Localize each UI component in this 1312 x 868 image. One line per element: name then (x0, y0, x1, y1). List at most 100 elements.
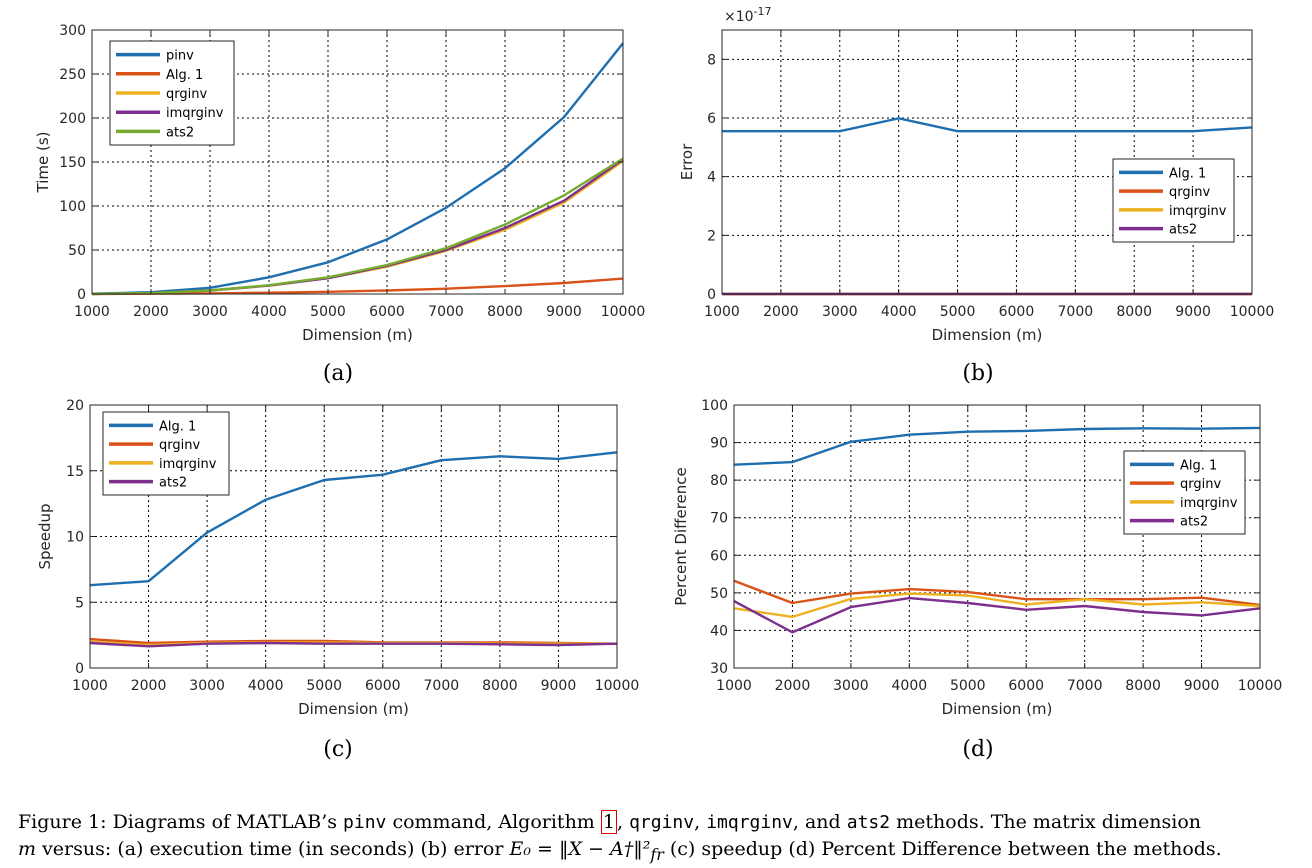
caption-text: Diagrams of MATLAB’s (112, 811, 337, 833)
variable-m: m (18, 838, 37, 860)
caption-text: command, Algorithm (392, 811, 595, 833)
x-tick-label: 10000 (1230, 304, 1275, 320)
caption-line-1: Figure 1: Diagrams of MATLAB’s pinv comm… (18, 810, 1202, 834)
x-tick-label: 1000 (704, 304, 740, 320)
chart-panel-a: 1000 2000 3000 4000 5000 6000 7000 8000 9000 1000… (34, 23, 645, 386)
legend-entry: imqrginv (1180, 496, 1238, 511)
x-tick-label: 2000 (133, 304, 169, 320)
x-tick-label: 7000 (1067, 678, 1103, 694)
caption-line-2: m versus: (a) execution time (in seconds… (18, 836, 1308, 868)
y-tick-label: 250 (59, 67, 86, 83)
y-axis-label: Time (s) (34, 132, 52, 194)
caption-text: versus: (a) execution time (in seconds) … (42, 838, 504, 860)
legend-entry: Alg. 1 (166, 68, 203, 83)
y-tick-label: 60 (710, 548, 728, 564)
x-tick-label: 9000 (1184, 678, 1220, 694)
x-tick-label: 5000 (950, 678, 986, 694)
caption-text: , and (792, 811, 841, 833)
x-tick-label: 6000 (999, 304, 1035, 320)
code-qrginv: qrginv (629, 812, 695, 833)
y-tick-label: 20 (66, 398, 84, 414)
x-tick-label: 10000 (595, 678, 640, 694)
y-tick-label: 80 (710, 473, 728, 489)
code-pinv: pinv (343, 812, 387, 833)
legend-entry: imqrginv (166, 106, 224, 121)
x-tick-label: 4000 (892, 678, 928, 694)
series-line-pinv (91, 42, 624, 295)
x-tick-label: 8000 (482, 678, 518, 694)
axes-box (721, 29, 1253, 295)
axes-box (733, 404, 1261, 669)
chart-legend: pinv Alg. 1 qrginv imqrginv ats2 (109, 40, 235, 146)
chart-legend: Alg. 1 qrginv imqrginv ats2 (102, 411, 230, 496)
y-tick-label: 0 (707, 287, 716, 303)
series-line-ats2 (89, 641, 618, 648)
chart-legend: Alg. 1 qrginv imqrginv ats2 (1112, 158, 1235, 243)
y-tick-label: 50 (68, 243, 86, 259)
y-axis-label: Speedup (36, 503, 54, 569)
series-line-ats2 (91, 157, 624, 296)
legend-entry: qrginv (159, 438, 200, 453)
caption-text: (c) speedup (d) Percent Difference betwe… (669, 838, 1222, 860)
y-tick-label: 10 (66, 530, 84, 546)
series-line-alg-1 (733, 426, 1261, 466)
y-tick-label: 8 (707, 52, 716, 68)
x-tick-label: 3000 (192, 304, 228, 320)
x-tick-label: 4000 (251, 304, 287, 320)
series-line-ats2 (733, 596, 1261, 634)
plot-area (734, 405, 1260, 668)
x-tick-label: 2000 (131, 678, 167, 694)
x-tick-label: 9000 (541, 678, 577, 694)
code-imqrginv: imqrginv (706, 812, 793, 833)
legend-entry: ats2 (166, 125, 194, 140)
series-line-alg-1 (89, 451, 618, 587)
x-tick-label: 3000 (833, 678, 869, 694)
x-tick-label: 10000 (601, 304, 646, 320)
formula-subscript: fr (650, 844, 664, 864)
code-ats2: ats2 (846, 812, 891, 833)
legend-entry: ats2 (1180, 515, 1208, 530)
legend-entry: ats2 (1169, 223, 1197, 238)
x-tick-label: 4000 (881, 304, 917, 320)
algorithm-reference-link[interactable]: 1 (600, 810, 617, 834)
subfigure-label: (d) (962, 737, 993, 762)
y-tick-label: 15 (66, 464, 84, 480)
chart-panel-c: 1000 2000 3000 4000 5000 6000 7000 8000 9000 1000… (36, 398, 639, 762)
chart-panel-b: 1000 2000 3000 4000 5000 6000 7000 8000 9000 1000… (678, 5, 1274, 386)
x-tick-label: 3000 (189, 678, 225, 694)
legend-entry: Alg. 1 (1169, 166, 1206, 181)
x-tick-label: 10000 (1238, 678, 1283, 694)
x-tick-label: 2000 (775, 678, 811, 694)
x-tick-label: 7000 (428, 304, 464, 320)
caption-figure-label: Figure 1: (18, 811, 107, 833)
x-tick-label: 6000 (1008, 678, 1044, 694)
x-tick-label: 6000 (369, 304, 405, 320)
y-tick-label: 200 (59, 111, 86, 127)
y-tick-label: 40 (710, 623, 728, 639)
legend-entry: qrginv (166, 87, 207, 102)
x-tick-label: 6000 (365, 678, 401, 694)
y-exponent-label: ×10-17 (724, 5, 772, 25)
x-tick-label: 8000 (1116, 304, 1152, 320)
y-tick-label: 0 (77, 287, 86, 303)
x-axis-label: Dimension (m) (298, 700, 409, 718)
x-tick-label: 1000 (716, 678, 752, 694)
legend-entry: pinv (166, 49, 194, 64)
x-tick-label: 1000 (74, 304, 110, 320)
series-line-alg-1 (722, 117, 1253, 133)
y-tick-label: 150 (59, 155, 86, 171)
subfigure-label: (b) (962, 361, 993, 386)
x-axis-label: Dimension (m) (302, 326, 413, 344)
x-tick-label: 5000 (306, 678, 342, 694)
legend-entry: imqrginv (1169, 204, 1227, 219)
subfigure-label: (a) (323, 361, 353, 386)
y-tick-label: 50 (710, 586, 728, 602)
y-axis-label: Error (678, 143, 696, 180)
legend-entry: Alg. 1 (1180, 458, 1217, 473)
error-formula: E₀ = ‖X − A†‖² (509, 838, 651, 860)
legend-entry: Alg. 1 (159, 419, 196, 434)
chart-panel-d: 1000 2000 3000 4000 5000 6000 7000 8000 9000 1000… (672, 398, 1282, 762)
x-tick-label: 5000 (940, 304, 976, 320)
y-tick-label: 2 (707, 228, 716, 244)
